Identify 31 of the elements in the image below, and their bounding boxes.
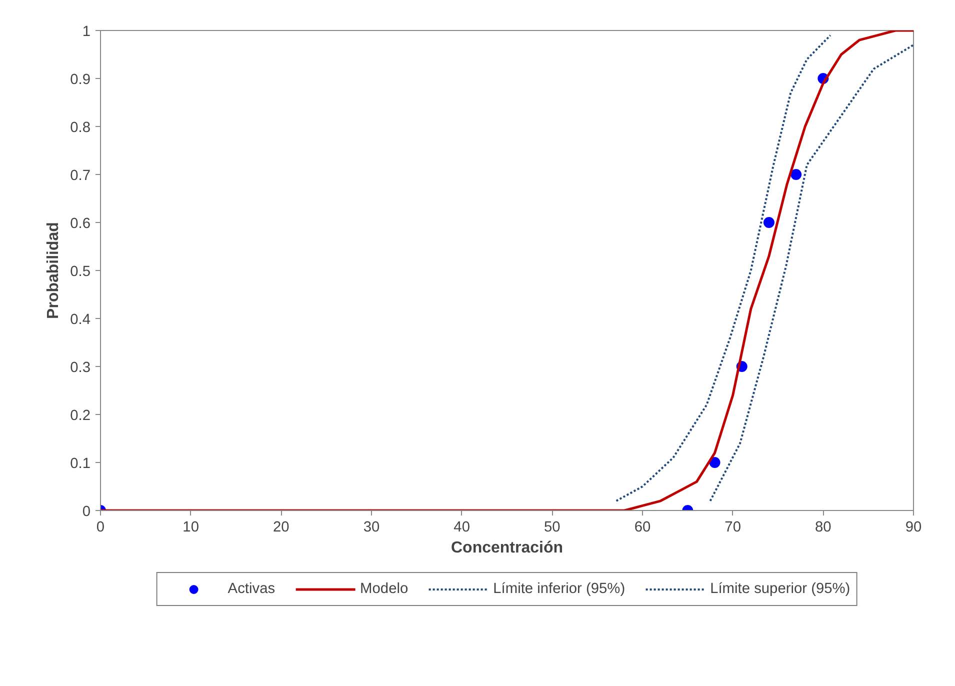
x-axis-title: Concentración: [450, 540, 564, 556]
point: [790, 169, 802, 180]
legend-label: Límite superior (95%): [710, 581, 850, 597]
y-axis-title: Probabilidad: [45, 222, 62, 319]
line-series: [709, 44, 914, 502]
x-tick-label: 20: [273, 520, 290, 536]
legend-label: Modelo: [360, 581, 408, 597]
x-tick-label: 30: [363, 520, 380, 536]
x-tick-label: 40: [454, 520, 470, 536]
y-tick-label: 0.4: [70, 312, 90, 328]
y-tick-label: 0.1: [70, 456, 90, 472]
x-tick-label: 10: [182, 520, 199, 536]
x-tick-label: 80: [815, 520, 832, 536]
legend-label: Activas: [228, 581, 276, 597]
y-tick-label: 0.6: [70, 216, 90, 232]
x-tick-label: 0: [96, 520, 105, 536]
y-tick-label: 0.9: [70, 72, 90, 88]
x-tick-label: 90: [905, 520, 922, 536]
y-tick-label: 0.3: [70, 360, 90, 376]
y-tick-label: 0.7: [70, 168, 90, 184]
y-tick-label: 0.2: [70, 408, 90, 424]
legend-label: Límite inferior (95%): [493, 581, 626, 597]
x-tick-label: 60: [634, 520, 651, 536]
point: [763, 217, 774, 228]
y-tick-label: 0.8: [70, 120, 90, 136]
y-tick-label: 0.5: [70, 264, 90, 280]
line-series: [615, 34, 832, 502]
x-tick-label: 70: [724, 520, 741, 536]
x-tick-label: 50: [544, 520, 560, 536]
y-tick-label: 0: [82, 504, 91, 520]
y-tick-label: 1: [82, 24, 91, 40]
